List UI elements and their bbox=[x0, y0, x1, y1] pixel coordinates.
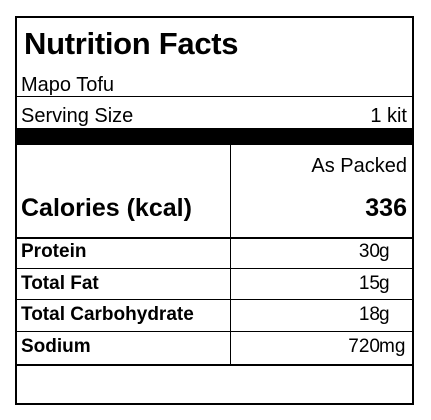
divider-calories bbox=[17, 237, 412, 239]
divider-product bbox=[17, 96, 412, 97]
nutrient-unit: g bbox=[379, 273, 390, 294]
nutrient-name: Sodium bbox=[21, 336, 91, 357]
thick-divider bbox=[17, 128, 412, 145]
nutrient-unit: g bbox=[379, 304, 390, 325]
nutrient-amount: 720 bbox=[348, 336, 380, 357]
nutrient-amount: 18 bbox=[358, 304, 380, 325]
column-divider bbox=[230, 145, 231, 364]
nutrient-name: Total Carbohydrate bbox=[21, 304, 194, 325]
divider-row bbox=[17, 331, 412, 332]
nutrient-name: Total Fat bbox=[21, 273, 99, 294]
serving-size-label: Serving Size bbox=[21, 105, 134, 127]
product-name: Mapo Tofu bbox=[21, 74, 115, 96]
column-header-as-packed: As Packed bbox=[311, 155, 407, 177]
calories-label: Calories (kcal) bbox=[21, 194, 192, 222]
calories-value: 336 bbox=[365, 194, 407, 222]
nutrient-amount: 30 bbox=[358, 241, 380, 262]
serving-size-value: 1 kit bbox=[370, 105, 407, 127]
nutrient-unit: mg bbox=[379, 336, 406, 357]
divider-row bbox=[17, 299, 412, 300]
nutrient-amount: 15 bbox=[358, 273, 380, 294]
divider-row bbox=[17, 268, 412, 269]
nutrient-name: Protein bbox=[21, 241, 87, 262]
divider-bottom bbox=[17, 364, 412, 366]
nutrition-facts-label: Nutrition Facts Mapo Tofu Serving Size 1… bbox=[15, 16, 414, 405]
label-title: Nutrition Facts bbox=[24, 26, 239, 61]
nutrient-unit: g bbox=[379, 241, 390, 262]
